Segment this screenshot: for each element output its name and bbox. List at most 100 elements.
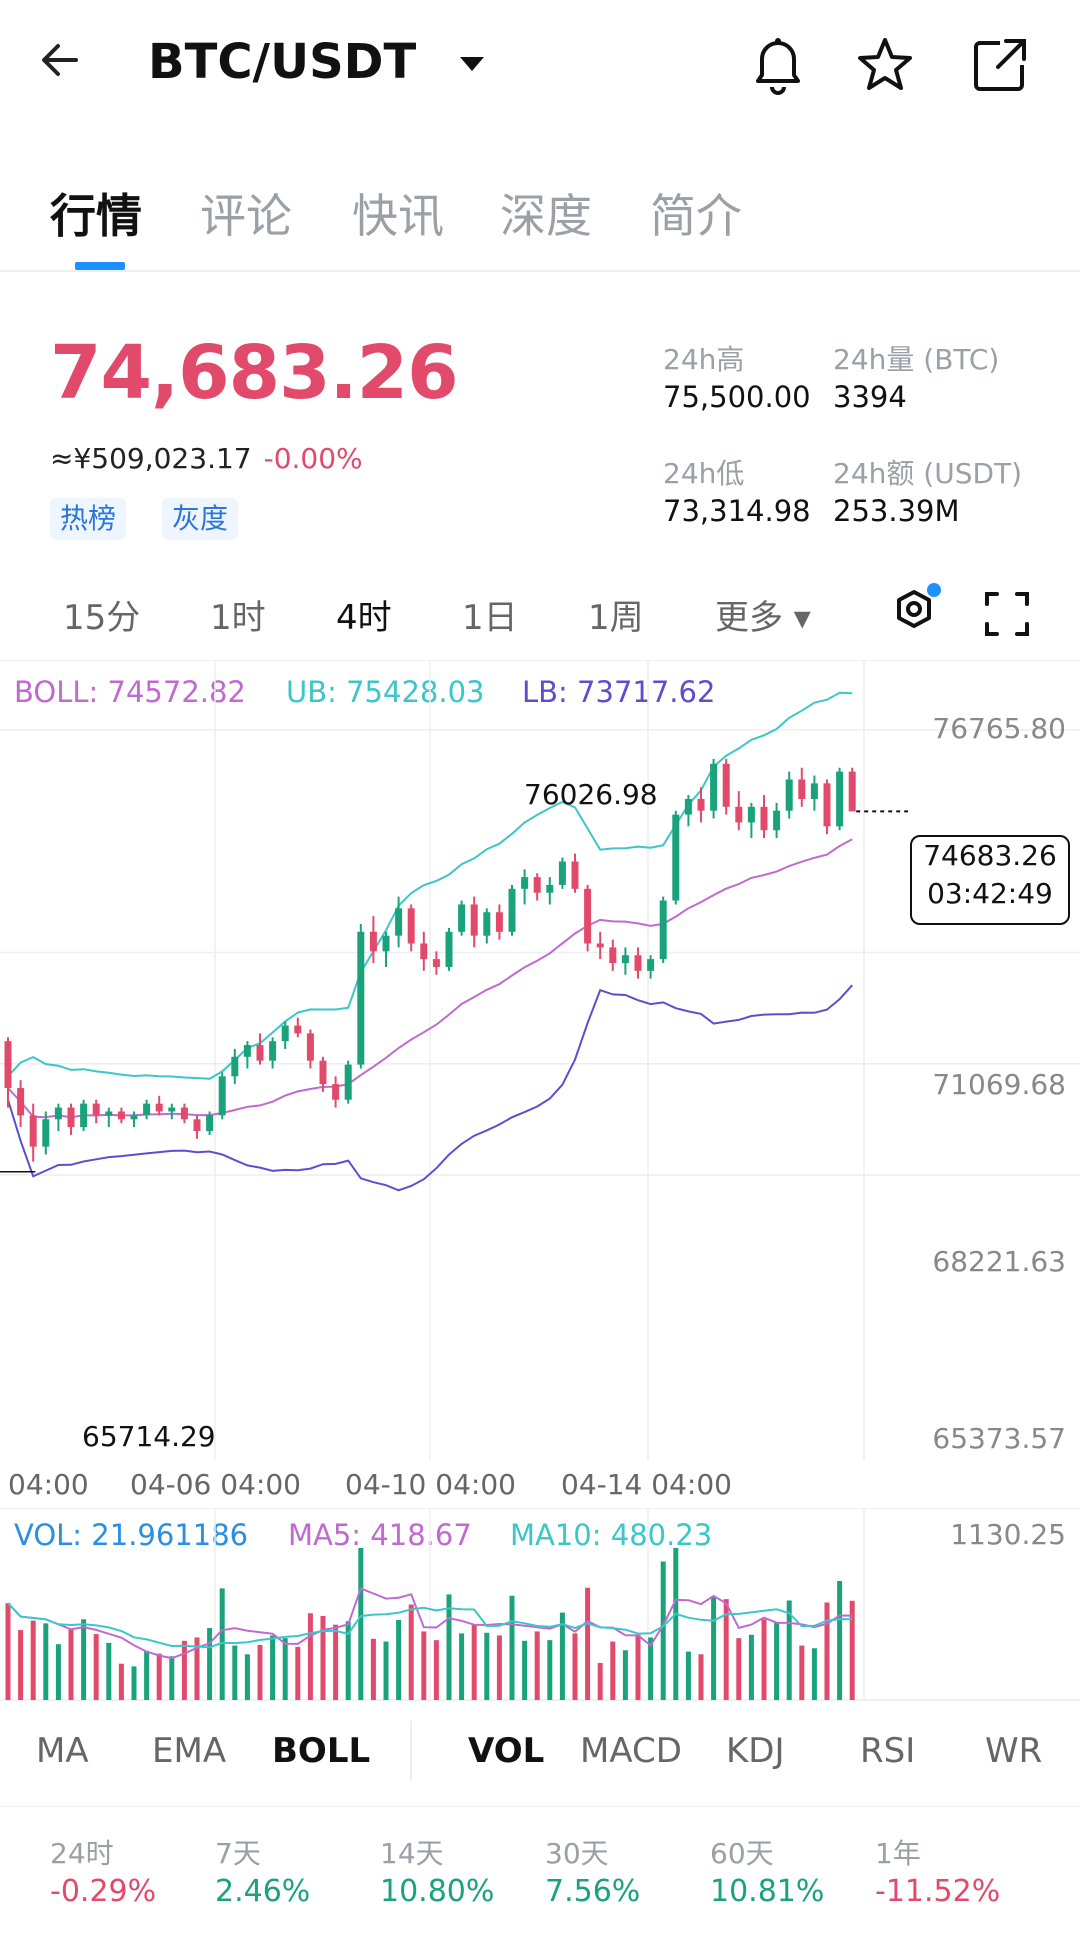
- volume-bar: [18, 1630, 24, 1700]
- cny-price: ≈¥509,023.17: [50, 442, 252, 475]
- volume-bar: [622, 1650, 628, 1700]
- ind-tab-ema[interactable]: EMA: [152, 1731, 227, 1771]
- candle-body: [848, 771, 856, 812]
- candle-body: [4, 1041, 12, 1089]
- interval-15m[interactable]: 15分: [63, 598, 141, 638]
- volume-bar: [181, 1640, 187, 1700]
- volume-bar: [345, 1621, 351, 1700]
- perf-value: 10.80%: [380, 1874, 495, 1909]
- candle-body: [306, 1033, 314, 1061]
- vol-ma10: MA10: 480.23: [510, 1518, 713, 1552]
- indicator-settings-icon[interactable]: [888, 582, 944, 638]
- volume-bar: [156, 1653, 162, 1700]
- candle-body: [92, 1103, 100, 1116]
- candle-body: [193, 1119, 201, 1131]
- tab-profile[interactable]: 简介: [650, 189, 742, 243]
- interval-4h[interactable]: 4时: [336, 598, 392, 638]
- candle-body: [395, 908, 403, 936]
- interval-1h[interactable]: 1时: [210, 598, 266, 638]
- boll-lower-band: [7, 984, 853, 1192]
- volume-bar: [648, 1637, 654, 1700]
- tab-news[interactable]: 快讯: [352, 189, 444, 243]
- volume-bar: [685, 1651, 691, 1700]
- back-arrow-icon[interactable]: [40, 40, 80, 80]
- candle-body: [269, 1041, 277, 1061]
- ind-tab-rsi[interactable]: RSI: [860, 1731, 916, 1771]
- ind-tab-boll[interactable]: BOLL: [272, 1731, 371, 1771]
- volume-chart: [0, 1508, 1080, 1700]
- volume-bar: [824, 1602, 830, 1700]
- time-axis-label: 04-14 04:00: [561, 1468, 732, 1501]
- candle-body: [357, 931, 365, 1065]
- volume-bar: [849, 1600, 855, 1700]
- ind-tab-kdj[interactable]: KDJ: [726, 1731, 785, 1771]
- candle-body: [382, 935, 390, 952]
- volume-bar: [5, 1603, 11, 1700]
- price-axis-label: 65373.57: [932, 1422, 1066, 1455]
- candle-body: [344, 1064, 352, 1100]
- candle-body: [256, 1045, 264, 1061]
- tab-depth[interactable]: 深度: [500, 189, 592, 243]
- perf-label: 14天: [380, 1837, 444, 1870]
- price-change: -0.00%: [263, 442, 363, 475]
- ind-tab-vol[interactable]: VOL: [468, 1731, 545, 1771]
- candle-body: [29, 1115, 37, 1147]
- tab-market[interactable]: 行情: [50, 189, 142, 243]
- volume-bar: [43, 1623, 49, 1700]
- pair-title[interactable]: BTC/USDT: [148, 34, 417, 90]
- volume-bar: [307, 1613, 313, 1700]
- main-tabs: 行情 评论 快讯 深度 简介: [0, 150, 1080, 272]
- candle-body: [432, 959, 440, 967]
- bell-icon[interactable]: [750, 35, 806, 95]
- caret-down-icon[interactable]: [458, 55, 486, 73]
- interval-1d[interactable]: 1日: [462, 598, 518, 638]
- fullscreen-icon[interactable]: [983, 590, 1031, 638]
- volume-bar: [118, 1663, 124, 1700]
- candle-body: [760, 806, 768, 831]
- candle-body: [495, 912, 503, 932]
- low-label: 24h低: [663, 457, 745, 490]
- star-icon[interactable]: [855, 35, 915, 95]
- ind-tab-wr[interactable]: WR: [985, 1731, 1043, 1771]
- perf-label: 30天: [545, 1837, 609, 1870]
- price-axis-label: 71069.68: [932, 1068, 1066, 1101]
- volume-bar: [471, 1624, 477, 1700]
- candle-body: [470, 904, 478, 936]
- volume-bar: [811, 1648, 817, 1700]
- ind-tab-macd[interactable]: MACD: [580, 1731, 682, 1771]
- volume-bar: [509, 1595, 515, 1700]
- interval-1w[interactable]: 1周: [588, 598, 644, 638]
- volume-bar: [244, 1654, 250, 1700]
- candle-body: [80, 1103, 88, 1128]
- volume-ma10-line: [7, 1602, 853, 1649]
- volume-ma5-line: [7, 1587, 853, 1660]
- volume-bar: [597, 1663, 603, 1700]
- tag-grayscale[interactable]: 灰度: [162, 498, 239, 540]
- vol-value: VOL: 21.961186: [14, 1518, 249, 1552]
- candlestick-chart[interactable]: [0, 660, 1080, 1460]
- candle-body: [810, 783, 818, 799]
- candle-body: [584, 888, 592, 944]
- volume-bar: [723, 1599, 729, 1700]
- chart-top-divider: [0, 660, 1080, 661]
- interval-more[interactable]: 更多 ▾: [715, 598, 811, 638]
- price-axis-label: 76765.80: [932, 712, 1066, 745]
- volume-bar: [433, 1640, 439, 1700]
- volume-bar: [761, 1619, 767, 1700]
- tab-comments[interactable]: 评论: [200, 189, 292, 243]
- candle-body: [836, 771, 844, 827]
- tag-hot[interactable]: 热榜: [50, 498, 127, 540]
- volume-bar: [496, 1635, 502, 1700]
- volume-bar: [370, 1638, 376, 1700]
- price-sub: ≈¥509,023.17 -0.00%: [50, 442, 363, 475]
- perf-label: 60天: [710, 1837, 774, 1870]
- volume-bar: [93, 1634, 99, 1700]
- amount-value: 253.39M: [833, 494, 960, 528]
- ind-tab-ma[interactable]: MA: [36, 1731, 89, 1771]
- volume-bar: [698, 1654, 704, 1700]
- volume-bar: [207, 1628, 213, 1700]
- vol-max-label: 1130.25: [950, 1518, 1066, 1551]
- volume-bar: [320, 1615, 326, 1700]
- share-icon[interactable]: [972, 37, 1028, 93]
- candle-body: [621, 955, 629, 964]
